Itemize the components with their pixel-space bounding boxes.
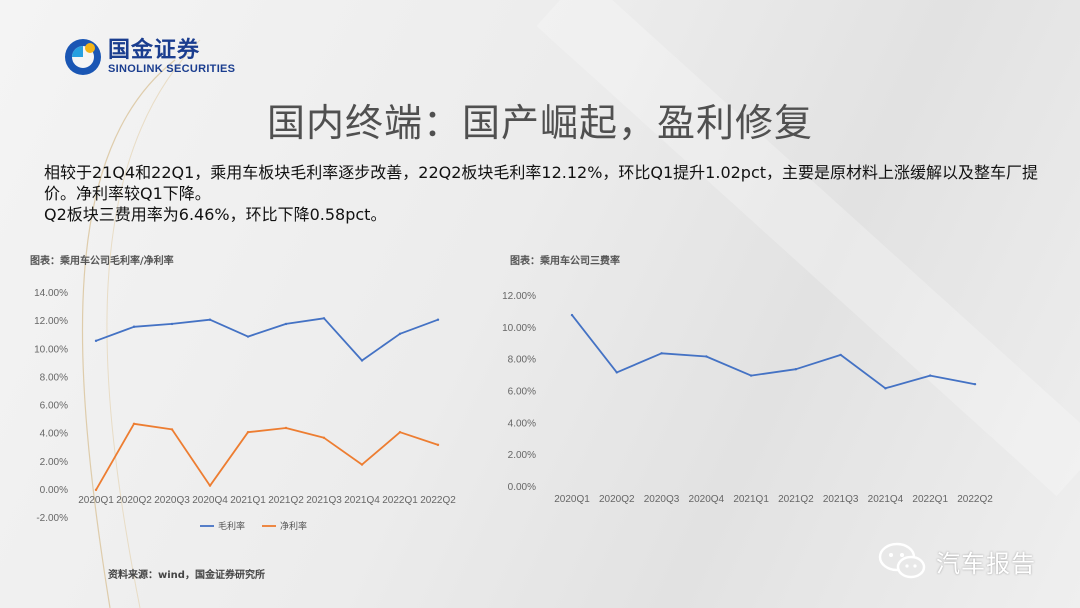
data-point — [398, 332, 402, 335]
data-point — [170, 322, 174, 326]
y-tick-label: 10.00% — [502, 323, 536, 334]
y-tick-label: 14.00% — [34, 288, 68, 299]
watermark-label: 汽车报告 — [936, 549, 1036, 578]
data-point — [208, 484, 212, 487]
data-point — [660, 352, 663, 355]
watermark: 汽车报告 — [878, 541, 1036, 581]
x-tick-label: 2020Q4 — [192, 495, 228, 506]
data-point — [94, 488, 98, 492]
data-point — [170, 428, 174, 431]
x-tick-label: 2020Q4 — [689, 494, 725, 505]
y-tick-label: 0.00% — [508, 482, 536, 493]
x-tick-label: 2020Q3 — [644, 494, 680, 505]
data-point — [284, 322, 288, 326]
data-point — [246, 335, 250, 338]
data-point — [749, 374, 753, 377]
margin-line-chart: 14.00% 12.00% 10.00% 8.00% 6.00% 4.00% 2.00% 0.… — [34, 288, 456, 532]
y-tick-label: 6.00% — [508, 387, 536, 398]
data-point — [360, 463, 364, 466]
x-tick-label: 2021Q3 — [823, 494, 859, 505]
x-tick-label: 2021Q3 — [306, 495, 342, 506]
data-point — [884, 387, 887, 390]
y-tick-label: 2.00% — [508, 450, 536, 461]
data-point — [94, 339, 98, 343]
data-point — [132, 325, 136, 328]
x-tick-label: 2021Q1 — [230, 495, 266, 506]
data-point — [570, 313, 574, 317]
x-tick-label: 2021Q4 — [344, 495, 380, 506]
data-point — [973, 382, 977, 386]
series-line-1 — [95, 317, 439, 362]
chart1-title: 图表：乘用车公司毛利率/净利率 — [30, 256, 174, 267]
wechat-icon — [878, 542, 926, 579]
y-tick-label: -2.00% — [36, 513, 68, 524]
data-point — [208, 318, 212, 321]
y-tick-label: 0.00% — [40, 485, 68, 496]
y-tick-label: 4.00% — [508, 418, 536, 429]
y-tick-label: 4.00% — [40, 429, 68, 440]
logo-mark-icon — [65, 39, 101, 75]
x-tick-label: 2020Q1 — [554, 494, 590, 505]
expense-ratio-line-chart: 12.00% 10.00% 8.00% 6.00% 4.00% 2.00% 0.00% 202… — [502, 291, 993, 505]
data-point — [246, 431, 250, 434]
x-tick-label: 2021Q1 — [733, 494, 769, 505]
x-tick-label: 2020Q2 — [599, 494, 635, 505]
legend-label: 净利率 — [280, 520, 307, 532]
data-point — [436, 318, 440, 321]
y-tick-label: 12.00% — [502, 291, 536, 302]
data-point — [360, 359, 364, 362]
x-tick-label: 2022Q2 — [957, 494, 993, 505]
series-line-1 — [571, 314, 976, 390]
data-point — [398, 431, 402, 434]
y-tick-label: 10.00% — [34, 344, 68, 355]
x-tick-label: 2020Q3 — [154, 495, 190, 506]
y-tick-label: 2.00% — [40, 457, 68, 468]
body-paragraph-2: Q2板块三费用率为6.46%，环比下降0.58pct。 — [44, 205, 387, 224]
body-paragraph-1: 相较于21Q4和22Q1，乘用车板块毛利率逐步改善，22Q2板块毛利率12.12… — [44, 163, 1039, 203]
logo-chinese-name: 国金证券 — [108, 38, 201, 63]
data-point — [839, 353, 842, 357]
y-tick-label: 8.00% — [508, 355, 536, 366]
page-title: 国内终端：国产崛起，盈利修复 — [266, 101, 813, 145]
x-tick-label: 2022Q1 — [382, 495, 418, 506]
x-tick-label: 2020Q1 — [78, 495, 114, 506]
data-point — [132, 422, 136, 425]
data-point — [284, 426, 288, 430]
y-tick-label: 6.00% — [40, 401, 68, 412]
data-point — [705, 355, 708, 358]
data-point — [436, 443, 440, 447]
brand-logo: 国金证券 SINOLINK SECURITIES — [64, 38, 235, 76]
legend-label: 毛利率 — [218, 520, 245, 532]
source-note: 资料来源：wind，国金证券研究所 — [108, 570, 265, 581]
logo-english-name: SINOLINK SECURITIES — [108, 63, 236, 75]
series-line-2 — [95, 422, 439, 491]
data-point — [794, 368, 798, 371]
data-point — [322, 317, 326, 320]
chart2-title: 图表：乘用车公司三费率 — [510, 256, 620, 267]
y-tick-label: 8.00% — [40, 372, 68, 383]
x-tick-label: 2021Q4 — [868, 494, 904, 505]
x-tick-label: 2021Q2 — [778, 494, 814, 505]
data-point — [929, 374, 932, 377]
x-tick-label: 2022Q2 — [420, 495, 456, 506]
data-point — [615, 371, 618, 374]
data-point — [322, 436, 326, 440]
y-tick-label: 12.00% — [34, 316, 68, 327]
x-tick-label: 2021Q2 — [268, 495, 304, 506]
x-tick-label: 2022Q1 — [912, 494, 948, 505]
x-tick-label: 2020Q2 — [116, 495, 152, 506]
body-text: 相较于21Q4和22Q1，乘用车板块毛利率逐步改善，22Q2板块毛利率12.12… — [44, 162, 1054, 225]
